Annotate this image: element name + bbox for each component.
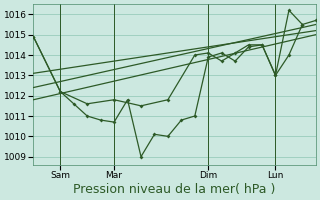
X-axis label: Pression niveau de la mer( hPa ): Pression niveau de la mer( hPa ) — [73, 183, 276, 196]
